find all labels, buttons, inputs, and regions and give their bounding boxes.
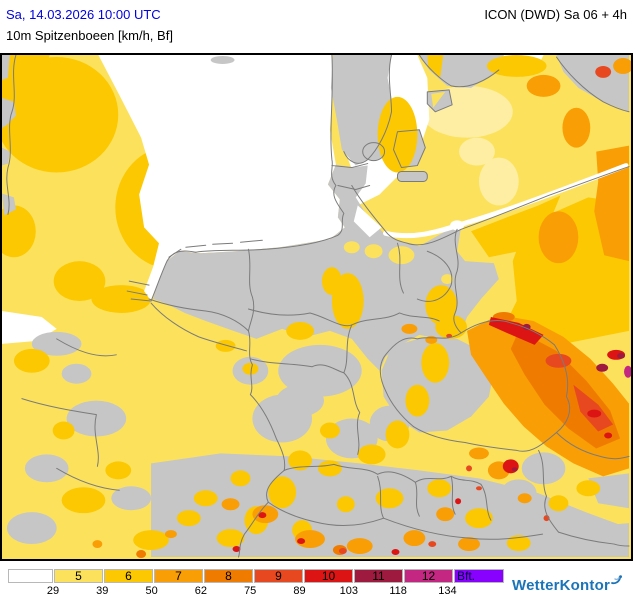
legend-kmh-tick: 134 [438, 585, 457, 597]
legend-class-5: 5 [54, 569, 103, 583]
legend-bar: 5 6 7 8 9 10 11 12 Bft. [8, 569, 504, 583]
globe-swoosh-icon [611, 575, 622, 585]
legend-class-8: 8 [204, 569, 253, 583]
legend-kmh-tick: 39 [96, 585, 109, 597]
legend-kmh-tick: 29 [46, 585, 60, 597]
header-datetime: Sa, 14.03.2026 10:00 UTC [6, 7, 161, 22]
legend-kmh-tick: 62 [194, 585, 208, 597]
legend-kmh-tick: 89 [293, 585, 306, 597]
legend-kmh-tick: 118 [389, 585, 407, 597]
legend-unit-cell: Bft. [454, 569, 504, 583]
legend-class-12: 12 [404, 569, 453, 583]
brand-name: WetterKontor [512, 577, 610, 594]
brand-logo: WetterKontor [512, 575, 623, 594]
legend-kmh-tick: 75 [244, 585, 257, 597]
header-variable: 10m Spitzenboeen [km/h, Bf] [6, 28, 173, 43]
model-run-label: ICON (DWD) Sa 06 + 4h [484, 7, 627, 22]
legend-ticks: 29 39 50 62 75 89 103 118 134 [8, 585, 500, 597]
legend-class-11: 11 [354, 569, 403, 583]
weather-map [0, 53, 633, 561]
wind-gust-map-canvas [2, 55, 631, 559]
legend-kmh-tick: 103 [339, 585, 358, 597]
legend-kmh-tick: 50 [145, 585, 158, 597]
legend-class-below-threshold [8, 569, 53, 583]
legend-class-10: 10 [304, 569, 353, 583]
legend-class-9: 9 [254, 569, 303, 583]
legend-class-6: 6 [104, 569, 153, 583]
legend-class-7: 7 [154, 569, 203, 583]
